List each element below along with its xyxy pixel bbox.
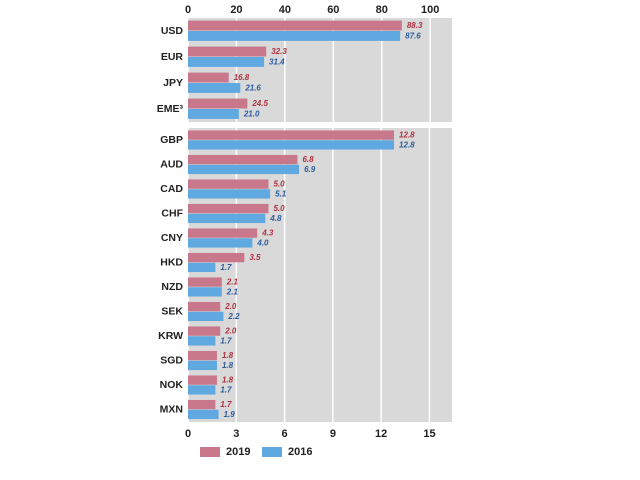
value-label: 1.8 xyxy=(222,375,234,384)
bar xyxy=(188,287,222,297)
x-tick-label: 0 xyxy=(185,4,191,16)
bar xyxy=(188,83,241,93)
bar xyxy=(188,409,219,420)
value-label: 1.7 xyxy=(220,400,232,409)
x-tick-label: 20 xyxy=(230,4,242,16)
legend-label: 2016 xyxy=(288,446,312,458)
value-label: 87.6 xyxy=(405,31,421,40)
value-label: 5.0 xyxy=(273,179,285,188)
value-label: 2.0 xyxy=(224,326,237,335)
value-label: 88.3 xyxy=(407,21,423,30)
bar xyxy=(188,57,265,67)
x-tick-label: 80 xyxy=(376,4,388,16)
value-label: 4.8 xyxy=(269,214,282,223)
bar xyxy=(188,72,229,83)
bar xyxy=(188,326,221,336)
category-label: MXN xyxy=(160,404,183,416)
bar xyxy=(188,189,271,199)
category-label: JPY xyxy=(163,77,183,89)
value-label: 4.3 xyxy=(261,228,274,237)
bar xyxy=(188,46,267,57)
bar xyxy=(188,301,221,312)
category-label: SGD xyxy=(160,355,183,367)
value-label: 21.0 xyxy=(243,109,260,118)
category-label: USD xyxy=(161,25,184,37)
bar xyxy=(188,109,239,119)
bar xyxy=(188,336,216,346)
x-tick-label: 100 xyxy=(421,4,439,16)
bar xyxy=(188,262,216,273)
value-label: 6.8 xyxy=(302,155,314,164)
bar xyxy=(188,375,217,385)
value-label: 12.8 xyxy=(399,140,415,149)
bar xyxy=(188,130,395,140)
value-label: 4.0 xyxy=(256,238,269,247)
value-label: 1.9 xyxy=(224,410,236,419)
value-label: 3.5 xyxy=(249,253,261,262)
value-label: 1.8 xyxy=(222,351,234,360)
value-label: 1.7 xyxy=(220,385,232,394)
value-label: 1.8 xyxy=(222,361,234,370)
category-label: CHF xyxy=(161,208,183,220)
value-label: 16.8 xyxy=(234,73,250,82)
value-label: 2.1 xyxy=(226,277,239,286)
bar xyxy=(188,154,298,165)
bar xyxy=(188,277,222,287)
value-label: 5.1 xyxy=(275,189,287,198)
bar xyxy=(188,385,216,395)
bar xyxy=(188,140,395,150)
category-label: AUD xyxy=(160,159,183,171)
bar xyxy=(188,20,402,31)
value-label: 6.9 xyxy=(304,165,316,174)
legend-swatch xyxy=(262,447,282,457)
value-label: 21.6 xyxy=(244,83,261,92)
bar xyxy=(188,98,248,109)
legend-swatch xyxy=(200,447,220,457)
bar xyxy=(188,203,269,214)
bar xyxy=(188,252,245,263)
category-label: SEK xyxy=(161,306,183,318)
category-label: NOK xyxy=(160,379,184,391)
category-label: EME³ xyxy=(157,103,184,115)
bar xyxy=(188,399,216,410)
value-label: 5.0 xyxy=(273,204,285,213)
bar xyxy=(188,311,224,322)
x-tick-label: 15 xyxy=(423,428,435,440)
x-tick-label: 9 xyxy=(330,428,336,440)
bar xyxy=(188,238,253,248)
x-tick-label: 12 xyxy=(375,428,387,440)
value-label: 32.3 xyxy=(271,47,287,56)
category-label: CNY xyxy=(161,232,183,244)
x-tick-label: 3 xyxy=(233,428,239,440)
category-label: NZD xyxy=(161,281,183,293)
bar xyxy=(188,31,401,41)
category-label: CAD xyxy=(160,183,183,195)
legend-label: 2019 xyxy=(226,446,250,458)
value-label: 12.8 xyxy=(399,130,415,139)
x-tick-label: 40 xyxy=(279,4,291,16)
value-label: 31.4 xyxy=(269,57,285,66)
value-label: 24.5 xyxy=(251,99,268,108)
value-label: 2.0 xyxy=(224,302,237,311)
category-label: KRW xyxy=(158,330,183,342)
value-label: 1.7 xyxy=(220,263,232,272)
bar xyxy=(188,360,217,371)
plot-background xyxy=(188,128,452,422)
bar xyxy=(188,228,258,238)
value-label: 1.7 xyxy=(220,336,232,345)
value-label: 2.2 xyxy=(227,312,240,321)
value-label: 2.1 xyxy=(226,287,239,296)
bar xyxy=(188,164,300,175)
category-label: GBP xyxy=(160,134,183,146)
bar xyxy=(188,350,217,361)
x-tick-label: 0 xyxy=(185,428,191,440)
category-label: EUR xyxy=(161,51,184,63)
bar xyxy=(188,179,269,189)
category-label: HKD xyxy=(160,257,183,269)
bar xyxy=(188,213,266,224)
x-tick-label: 60 xyxy=(327,4,339,16)
x-tick-label: 6 xyxy=(282,428,288,440)
